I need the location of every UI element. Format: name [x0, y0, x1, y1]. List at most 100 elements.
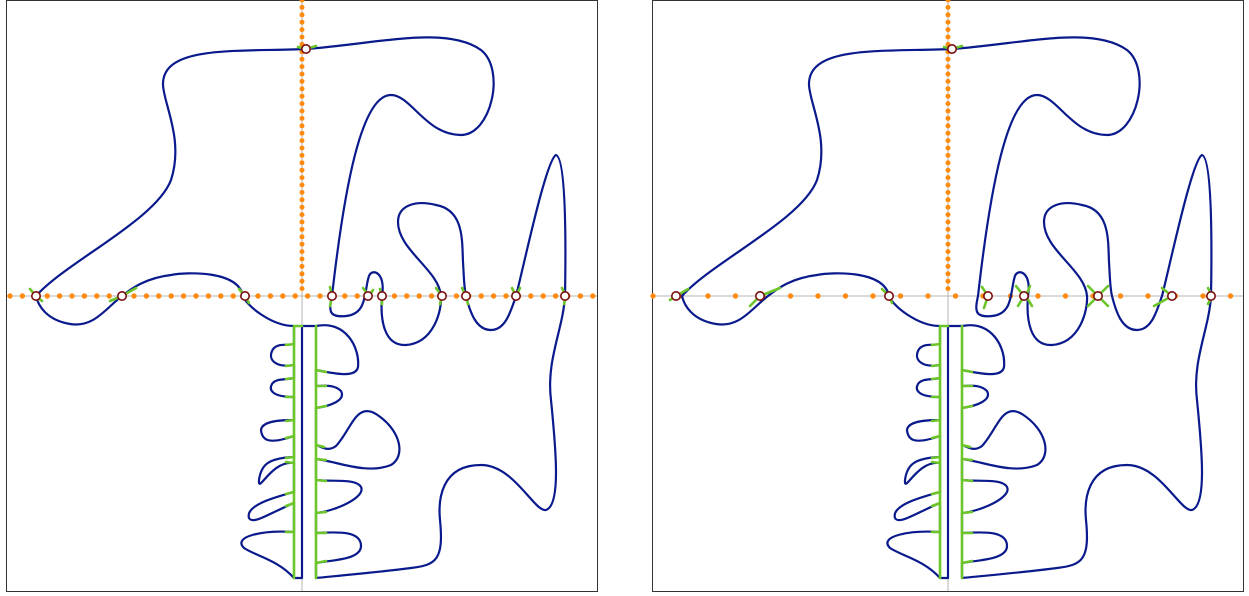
bridge-segment: [930, 490, 942, 496]
marker-dot: [299, 256, 305, 262]
marker-dot: [945, 78, 951, 84]
marker-dot: [925, 293, 931, 299]
left-panel: [6, 0, 598, 592]
marker-dot: [945, 34, 951, 40]
bridge-segment: [930, 418, 942, 423]
bridge-segment: [284, 418, 296, 423]
bridge-segment: [284, 376, 296, 381]
marker-dot: [945, 160, 951, 166]
marker-dot: [945, 241, 951, 247]
marker-dot: [945, 108, 951, 114]
marker-dot: [945, 0, 951, 3]
marker-dot: [945, 212, 951, 218]
marker-dot: [870, 293, 876, 299]
marker-dot: [299, 167, 305, 173]
marker-dot: [299, 71, 305, 77]
marker-dot: [299, 226, 305, 232]
crossing-point: [670, 290, 681, 301]
marker-dot: [230, 293, 236, 299]
marker-dot: [299, 56, 305, 62]
marker-dot: [168, 293, 174, 299]
marker-dot: [299, 263, 305, 269]
marker-dot: [945, 86, 951, 92]
marker-dot: [19, 293, 26, 299]
marker-dot: [705, 293, 711, 299]
marker-dot: [1062, 293, 1069, 299]
marker-dot: [69, 293, 75, 299]
marker-dot: [299, 123, 305, 129]
crossing-point: [884, 290, 895, 301]
marker-dot: [317, 293, 323, 299]
marker-dot: [897, 293, 904, 299]
marker-dot: [299, 212, 305, 218]
crossing-point: [755, 290, 766, 301]
marker-dot: [299, 182, 305, 188]
crossing-point: [1018, 290, 1029, 301]
crossing-point: [559, 290, 570, 301]
bridge-segment: [930, 342, 942, 347]
marker-dot: [815, 293, 821, 299]
marker-dot: [945, 130, 951, 136]
marker-dot: [299, 27, 305, 33]
marker-dot: [478, 293, 484, 299]
marker-dot: [299, 78, 305, 84]
marker-dot: [299, 145, 305, 151]
marker-dot: [404, 293, 410, 299]
marker-dot: [945, 256, 951, 262]
crossing-point: [982, 290, 993, 301]
bridge-segment: [960, 478, 974, 483]
marker-dot: [299, 234, 305, 240]
marker-dot: [218, 293, 224, 299]
bridge-segment: [314, 510, 328, 515]
bridge-segment: [284, 460, 296, 465]
bridge-segment: [930, 460, 942, 465]
marker-dot: [280, 293, 286, 299]
marker-dot: [299, 64, 305, 70]
marker-dot: [842, 293, 849, 299]
bridge-segment: [938, 324, 950, 580]
marker-dot: [416, 293, 422, 299]
marker-dot: [945, 278, 951, 284]
marker-dot: [945, 71, 951, 77]
crossing-point: [30, 290, 41, 301]
marker-dot: [428, 293, 435, 299]
marker-dot: [299, 204, 305, 210]
bridge-segment: [284, 434, 296, 440]
crossing-point: [436, 290, 447, 301]
marker-dot: [945, 286, 951, 292]
marker-dot: [945, 182, 951, 188]
marker-dot: [342, 293, 348, 299]
marker-dot: [7, 293, 13, 299]
marker-dot: [1200, 293, 1206, 299]
marker-dot: [945, 56, 951, 62]
marker-dot: [299, 34, 305, 40]
bridge-segment: [284, 342, 296, 347]
crossing-point: [117, 290, 128, 301]
crossing-point: [460, 290, 471, 301]
bridge-segment: [284, 501, 296, 508]
marker-dot: [56, 293, 63, 299]
crossing-point: [326, 290, 337, 301]
bridge-segment: [314, 443, 326, 449]
marker-dot: [299, 152, 305, 158]
marker-dot: [299, 86, 305, 92]
crossing-point: [510, 290, 521, 301]
marker-dot: [299, 197, 305, 203]
marker-dot: [952, 293, 959, 299]
crossing-point: [1205, 290, 1216, 301]
bridge-segment: [960, 368, 974, 374]
marker-dot: [205, 293, 212, 299]
marker-dot: [299, 130, 305, 136]
marker-dot: [945, 219, 951, 225]
marker-dot: [354, 293, 360, 299]
marker-dot: [156, 293, 162, 299]
marker-dot: [299, 4, 305, 10]
marker-dot: [299, 189, 305, 195]
marker-dot: [528, 293, 534, 299]
bridge-segment: [930, 455, 942, 460]
bridge-segment: [314, 559, 328, 565]
marker-dot: [945, 189, 951, 195]
marker-dot: [945, 145, 951, 151]
marker-dot: [299, 115, 305, 121]
